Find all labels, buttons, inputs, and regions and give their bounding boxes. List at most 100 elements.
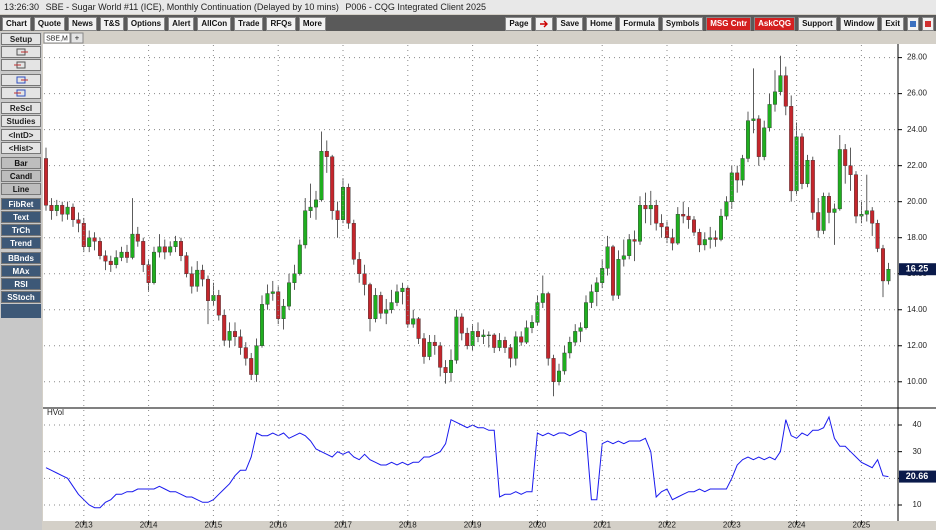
tool-icon xyxy=(14,61,26,69)
candle-body xyxy=(108,260,113,265)
sidebar-button[interactable]: Text xyxy=(1,211,41,223)
last-price-label: 16.25 xyxy=(906,264,929,274)
candle-body xyxy=(373,295,378,319)
menu-button[interactable]: Alert xyxy=(168,17,195,31)
x-tick-label: 2024 xyxy=(788,521,806,530)
icon-button[interactable] xyxy=(922,17,934,31)
sidebar-button[interactable]: BBnds xyxy=(1,252,41,264)
window-title: SBE - Sugar World #11 (ICE), Monthly Con… xyxy=(45,2,339,12)
menu-button[interactable]: T&S xyxy=(99,17,124,31)
icon-button[interactable] xyxy=(1,46,41,58)
candle-body xyxy=(567,341,572,354)
icon-button[interactable] xyxy=(1,59,41,71)
menu-button[interactable]: RFQs xyxy=(266,17,296,31)
sidebar-button[interactable]: Setup xyxy=(1,33,41,45)
candle-body xyxy=(735,172,740,181)
candle-body xyxy=(54,205,59,211)
candle-body xyxy=(497,340,502,348)
icon-button[interactable] xyxy=(1,87,41,99)
menu-button[interactable]: More xyxy=(298,17,326,31)
candle-body xyxy=(756,118,761,157)
candle-body xyxy=(195,269,200,287)
candle-body xyxy=(454,316,459,361)
icon-button[interactable] xyxy=(907,17,919,31)
candle-body xyxy=(200,269,205,280)
tab-add-label[interactable]: + xyxy=(75,34,80,43)
candle-body xyxy=(124,251,129,258)
menu-button[interactable]: Chart xyxy=(2,17,31,31)
candle-body xyxy=(551,358,556,382)
menu-button[interactable]: Page xyxy=(505,17,533,31)
sidebar-panel xyxy=(1,304,41,318)
sidebar-button[interactable]: SStoch xyxy=(1,291,41,303)
plot-area xyxy=(43,44,898,521)
candle-body xyxy=(632,239,637,242)
candle-body xyxy=(773,91,778,105)
tab-label[interactable]: SBE,M xyxy=(46,35,68,42)
menu-button[interactable]: Exit xyxy=(881,17,904,31)
candle-body xyxy=(189,273,194,287)
candle-body xyxy=(508,347,513,359)
candle-body xyxy=(513,336,518,359)
candle-body xyxy=(87,237,92,247)
candle-body xyxy=(357,259,362,274)
sidebar-button[interactable]: <IntD> xyxy=(1,129,41,141)
sidebar-button[interactable]: Candl xyxy=(1,170,41,182)
menu-button[interactable]: MSG Cntr xyxy=(706,17,752,31)
menu-button[interactable]: Home xyxy=(586,17,617,31)
sidebar-button[interactable]: Line xyxy=(1,183,41,195)
menu-button[interactable]: AskCQG xyxy=(754,17,796,31)
last-value-box xyxy=(899,470,936,483)
candle-body xyxy=(740,158,745,181)
sidebar-button[interactable]: ReScl xyxy=(1,102,41,114)
menu-button[interactable]: News xyxy=(68,17,97,31)
y-tick-label: 22.00 xyxy=(907,161,928,170)
y-tick-label: 12.00 xyxy=(907,341,928,350)
candle-body xyxy=(119,251,124,258)
menu-button[interactable]: Quote xyxy=(33,17,65,31)
x-tick-label: 2019 xyxy=(464,521,482,530)
arrow-icon xyxy=(540,20,549,28)
candle-body xyxy=(173,241,178,247)
candle-body xyxy=(465,332,470,346)
menu-button[interactable]: Trade xyxy=(234,17,264,31)
sidebar-button[interactable]: TrCh xyxy=(1,224,41,236)
candle-body xyxy=(238,336,243,348)
tab[interactable] xyxy=(43,32,71,44)
candle-body xyxy=(654,205,659,224)
sidebar-button[interactable]: Studies xyxy=(1,115,41,127)
candle-body xyxy=(384,309,389,314)
sidebar-button[interactable]: MAx xyxy=(1,265,41,277)
sidebar-button[interactable]: RSI xyxy=(1,278,41,290)
candle-body xyxy=(411,318,416,325)
icon-button[interactable] xyxy=(1,74,41,86)
candle-body xyxy=(713,237,718,240)
sidebar-button[interactable]: Bar xyxy=(1,157,41,169)
candle-body xyxy=(821,196,826,231)
sidebar-button[interactable]: <Hist> xyxy=(1,142,41,154)
candle-body xyxy=(557,370,562,382)
menu-button[interactable]: AllCon xyxy=(197,17,232,31)
menu-button[interactable]: Symbols xyxy=(661,17,704,31)
menu-bar: Chart Quote News T&S Options Alert AllCon Trade… xyxy=(0,15,936,31)
candle-body xyxy=(422,338,427,357)
candle-body xyxy=(638,205,643,242)
candle-body xyxy=(449,359,454,373)
icon-button[interactable] xyxy=(535,17,554,31)
x-tick-label: 2025 xyxy=(853,521,871,530)
menu-button[interactable]: Save xyxy=(556,17,584,31)
candle-body xyxy=(254,345,259,375)
sidebar-button[interactable]: FibRet xyxy=(1,198,41,210)
candle-body xyxy=(114,257,119,265)
candle-body xyxy=(524,327,529,343)
candle-body xyxy=(611,246,616,296)
y-tick-label: 26.00 xyxy=(907,89,928,98)
candle-body xyxy=(157,246,162,253)
menu-button[interactable]: Options xyxy=(126,17,166,31)
menu-button[interactable]: Formula xyxy=(619,17,659,31)
menu-button[interactable]: Support xyxy=(798,17,837,31)
sidebar-button[interactable]: Trend xyxy=(1,237,41,249)
tab-add[interactable] xyxy=(70,32,84,44)
menu-button[interactable]: Window xyxy=(839,17,879,31)
candle-body xyxy=(44,158,49,206)
